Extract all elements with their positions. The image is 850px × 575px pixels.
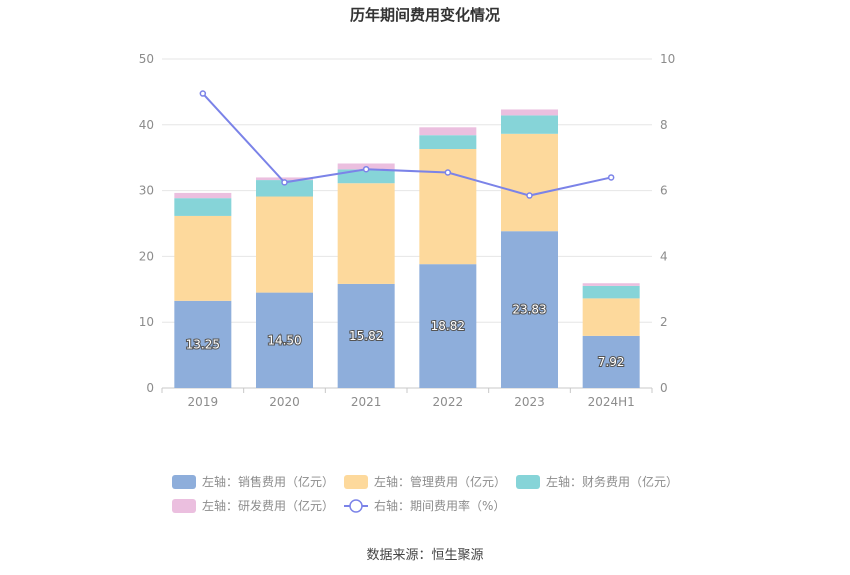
left-tick-label: 10 — [139, 315, 154, 329]
bar-segment — [501, 231, 558, 388]
left-tick-label: 0 — [146, 381, 154, 395]
bar-segment — [501, 109, 558, 116]
bar-segment — [582, 335, 640, 388]
bar-segment — [419, 127, 477, 136]
right-axis: 0 2 4 6 8 10 — [660, 52, 675, 395]
bar-data-label: 15.82 — [349, 329, 383, 343]
bar-data-label: 23.83 — [512, 303, 546, 317]
bars: 13.25 14.50 15.82 18.82 23.83 7.92 — [174, 109, 640, 388]
right-tick-label: 8 — [660, 118, 668, 132]
x-tick-label: 2021 — [351, 395, 382, 409]
bar-segment — [256, 196, 313, 293]
legend-label[interactable]: 左轴：研发费用（亿元） — [202, 498, 334, 513]
bar-segment — [256, 292, 313, 388]
legend-label[interactable]: 左轴：管理费用（亿元） — [374, 474, 506, 489]
left-tick-label: 50 — [139, 52, 154, 66]
legend-swatch[interactable] — [172, 475, 196, 489]
bar-segment — [337, 169, 395, 184]
bar-segment — [582, 298, 640, 336]
rate-point — [444, 169, 452, 176]
legend-swatch[interactable] — [516, 475, 540, 489]
left-tick-label: 40 — [139, 118, 154, 132]
bar-data-label: 13.25 — [186, 337, 220, 351]
bar-segment — [419, 264, 477, 388]
bar-segment — [501, 115, 558, 134]
bar-data-label: 7.92 — [598, 355, 625, 369]
bar-segment — [582, 285, 640, 299]
x-tick-label: 2023 — [514, 395, 545, 409]
chart-title: 历年期间费用变化情况 — [350, 6, 500, 24]
line-series — [199, 90, 615, 199]
x-tick-label: 2020 — [269, 395, 300, 409]
right-tick-label: 0 — [660, 381, 668, 395]
rate-point — [526, 192, 533, 199]
legend-swatch-marker — [349, 499, 363, 513]
bar-data-label: 18.82 — [431, 319, 465, 333]
bar-segment — [501, 133, 558, 232]
x-tick-label: 2024H1 — [588, 395, 635, 409]
bar-segment — [337, 283, 395, 388]
rate-line — [202, 92, 612, 197]
legend-label[interactable]: 右轴：期间费用率（%） — [374, 498, 505, 513]
left-tick-label: 20 — [139, 249, 154, 263]
rate-point — [199, 90, 207, 97]
source-note: 数据来源：恒生聚源 — [366, 548, 483, 563]
bar-segment — [174, 300, 232, 388]
bar-segment — [256, 180, 313, 197]
bar-segment — [174, 215, 232, 301]
x-axis: 2019 2020 2021 2022 2023 2024H1 — [161, 388, 653, 409]
bar-segment — [256, 177, 313, 181]
legend: 左轴：销售费用（亿元） 左轴：管理费用（亿元） 左轴：财务费用（亿元） 左轴：研发费用… — [172, 474, 678, 513]
bar-segment — [174, 192, 232, 199]
legend-label[interactable]: 左轴：销售费用（亿元） — [202, 474, 334, 489]
right-tick-label: 2 — [660, 315, 668, 329]
bar-data-label: 14.50 — [267, 333, 301, 347]
bar-segment — [419, 135, 477, 150]
x-tick-label: 2019 — [188, 395, 219, 409]
right-tick-label: 10 — [660, 52, 675, 66]
bar-segment — [419, 149, 477, 265]
left-tick-label: 30 — [139, 184, 154, 198]
bar-segment — [174, 198, 232, 216]
right-tick-label: 6 — [660, 184, 668, 198]
rate-point — [362, 165, 370, 173]
rate-point — [281, 179, 288, 186]
bar-segment — [337, 183, 395, 284]
left-axis: 0 10 20 30 40 50 — [139, 52, 154, 395]
bar-segment — [582, 283, 640, 286]
right-tick-label: 4 — [660, 249, 668, 263]
rate-point — [607, 174, 615, 181]
legend-swatch[interactable] — [172, 499, 196, 513]
grid — [162, 58, 652, 389]
x-tick-label: 2022 — [433, 395, 464, 409]
legend-swatch[interactable] — [344, 475, 368, 489]
legend-label[interactable]: 左轴：财务费用（亿元） — [546, 474, 678, 489]
